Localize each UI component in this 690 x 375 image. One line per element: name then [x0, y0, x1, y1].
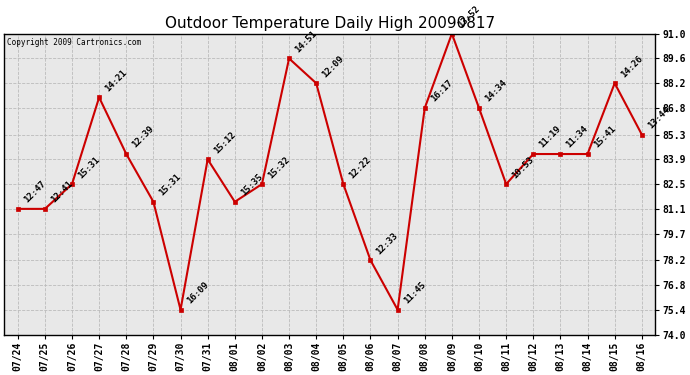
- Text: 12:33: 12:33: [375, 231, 400, 256]
- Text: 15:31: 15:31: [157, 172, 183, 198]
- Text: 15:41: 15:41: [592, 124, 617, 150]
- Text: 10:53: 10:53: [511, 154, 535, 180]
- Text: 14:34: 14:34: [483, 78, 509, 104]
- Text: 15:31: 15:31: [76, 154, 101, 180]
- Text: 11:34: 11:34: [564, 124, 590, 150]
- Text: 14:21: 14:21: [104, 68, 128, 93]
- Text: 16:09: 16:09: [185, 280, 210, 306]
- Text: 12:22: 12:22: [348, 154, 373, 180]
- Text: 11:19: 11:19: [538, 124, 563, 150]
- Text: Copyright 2009 Cartronics.com: Copyright 2009 Cartronics.com: [8, 38, 141, 47]
- Text: 12:39: 12:39: [130, 124, 156, 150]
- Text: 13:44: 13:44: [646, 105, 671, 130]
- Text: 14:26: 14:26: [619, 54, 644, 79]
- Text: 12:09: 12:09: [320, 54, 346, 79]
- Text: 14:51: 14:51: [293, 29, 319, 54]
- Text: 16:17: 16:17: [429, 78, 454, 104]
- Text: 12:47: 12:47: [22, 179, 48, 205]
- Text: 15:12: 15:12: [212, 130, 237, 155]
- Text: 15:35: 15:35: [239, 172, 264, 198]
- Text: 15:32: 15:32: [266, 154, 291, 180]
- Text: 13:52: 13:52: [456, 4, 482, 30]
- Text: 11:45: 11:45: [402, 280, 427, 306]
- Text: 12:41: 12:41: [49, 179, 75, 205]
- Title: Outdoor Temperature Daily High 20090817: Outdoor Temperature Daily High 20090817: [165, 16, 495, 31]
